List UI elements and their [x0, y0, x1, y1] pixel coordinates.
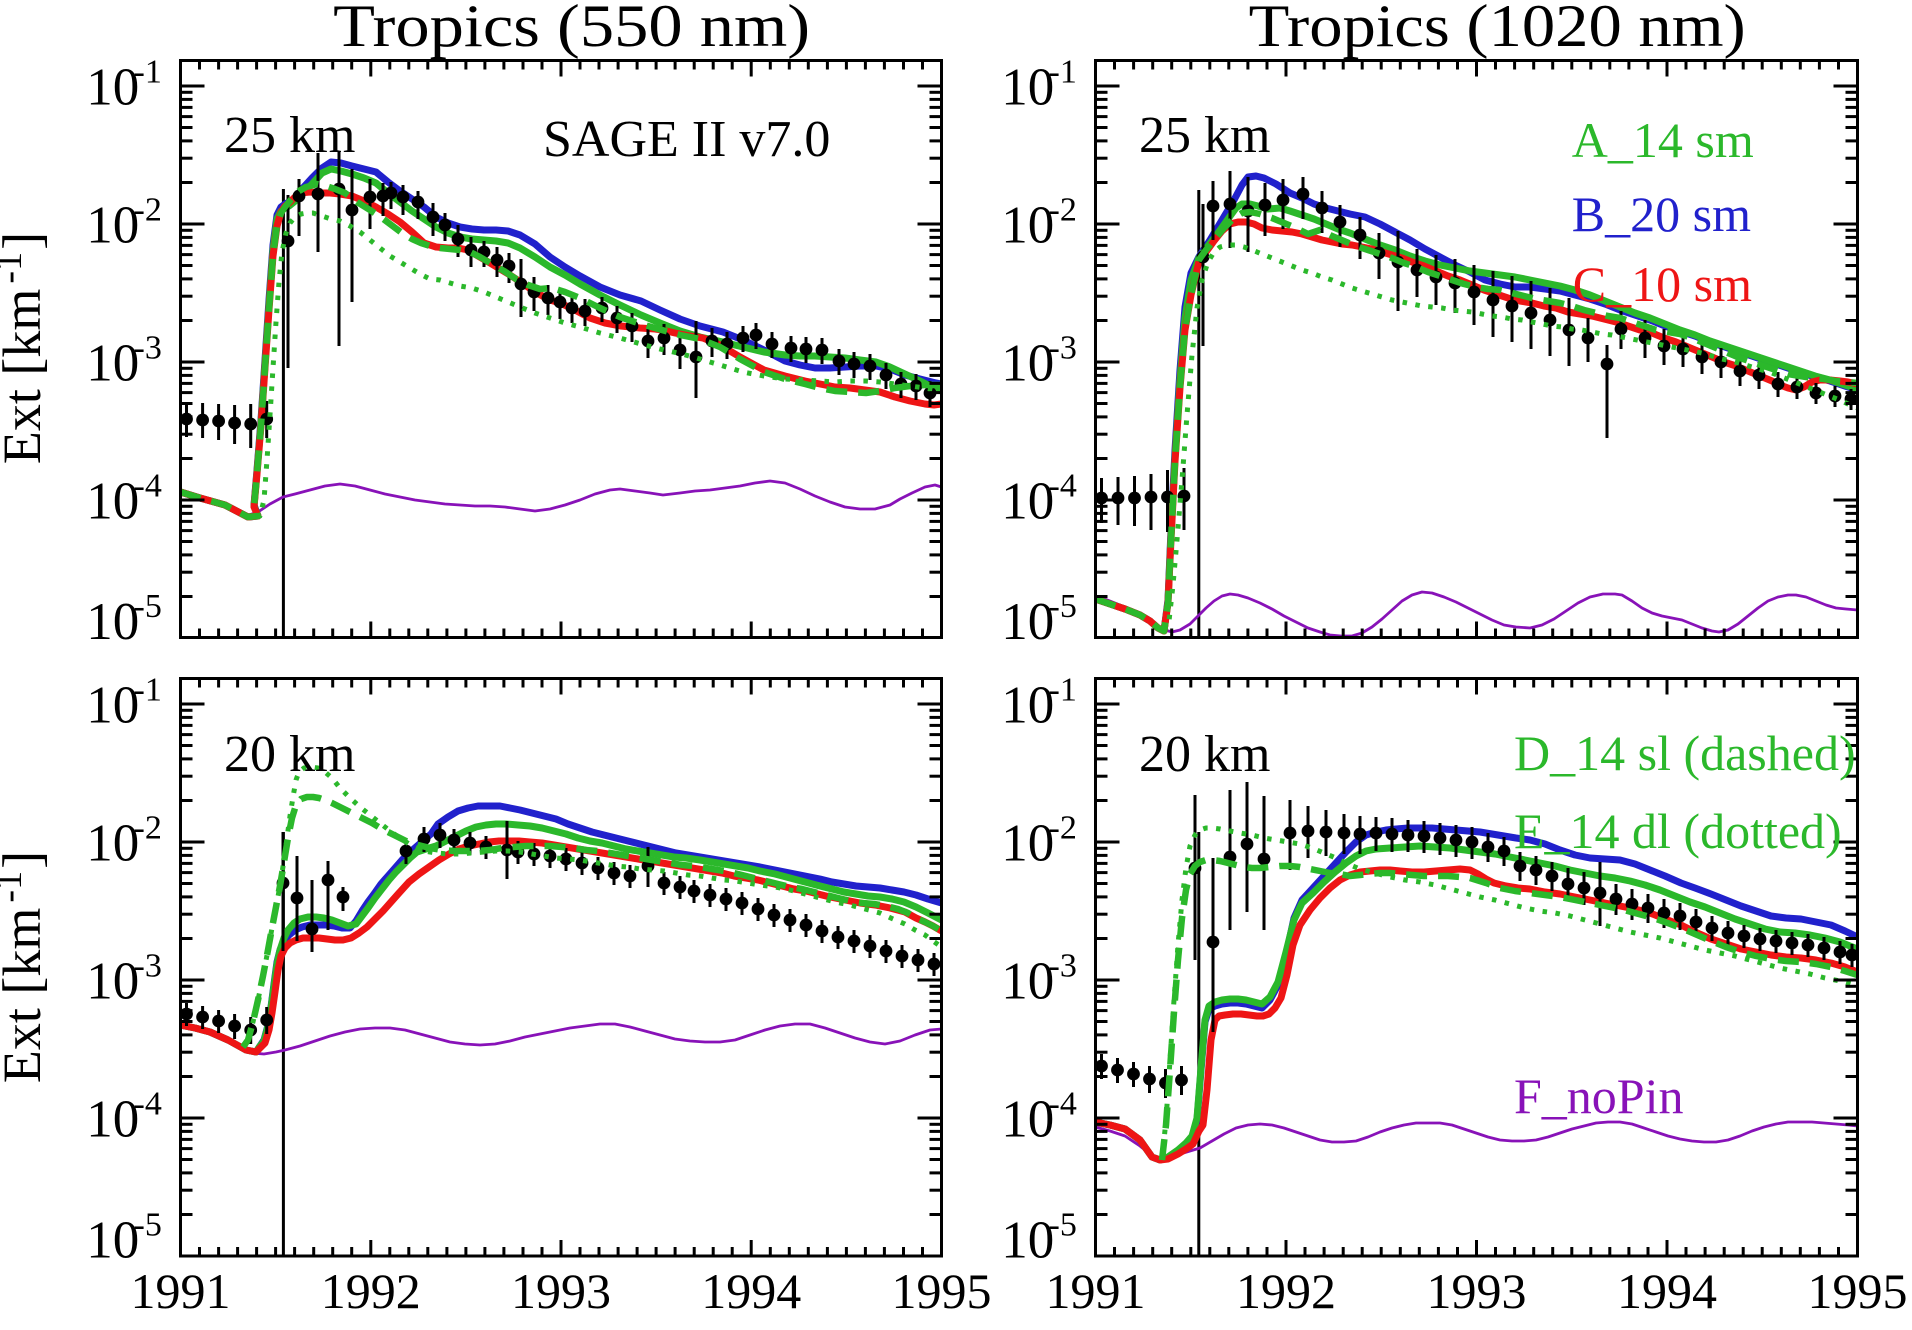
svg-text:A_14 sm: A_14 sm: [1572, 112, 1754, 168]
svg-text:25 km: 25 km: [1139, 107, 1270, 164]
svg-text:-5: -5: [1049, 1207, 1077, 1244]
svg-text:10: 10: [1001, 815, 1054, 873]
svg-text:25 km: 25 km: [224, 107, 355, 164]
svg-text:10: 10: [1001, 953, 1054, 1011]
svg-text:10: 10: [86, 815, 139, 873]
svg-text:10: 10: [1001, 473, 1054, 531]
svg-text:Tropics (1020 nm): Tropics (1020 nm): [1249, 0, 1746, 59]
svg-text:Tropics (550 nm): Tropics (550 nm): [333, 0, 810, 59]
svg-text:10: 10: [86, 473, 139, 531]
svg-text:E_14 dl (dotted): E_14 dl (dotted): [1514, 803, 1842, 859]
svg-text:-3: -3: [1049, 330, 1077, 367]
svg-text:-2: -2: [134, 192, 162, 229]
svg-text:-1: -1: [134, 54, 162, 91]
svg-text:-1: -1: [134, 672, 162, 709]
svg-text:20 km: 20 km: [1139, 726, 1270, 783]
svg-text:B_20 sm: B_20 sm: [1572, 186, 1751, 242]
svg-text:10: 10: [1001, 1091, 1054, 1149]
svg-text:-3: -3: [1049, 948, 1077, 985]
svg-text:-4: -4: [134, 468, 162, 505]
svg-text:1992: 1992: [321, 1263, 421, 1319]
svg-text:-4: -4: [134, 1086, 162, 1123]
svg-text:10: 10: [86, 953, 139, 1011]
svg-text:1995: 1995: [892, 1263, 992, 1319]
svg-text:10: 10: [86, 677, 139, 735]
svg-text:-4: -4: [1049, 1086, 1077, 1123]
svg-text:1991: 1991: [131, 1263, 231, 1319]
svg-text:10: 10: [86, 59, 139, 117]
svg-text:-3: -3: [134, 330, 162, 367]
svg-text:-5: -5: [134, 1207, 162, 1244]
svg-text:10: 10: [86, 1091, 139, 1149]
svg-text:10: 10: [1001, 677, 1054, 735]
svg-text:SAGE II v7.0: SAGE II v7.0: [543, 111, 830, 168]
svg-text:-3: -3: [134, 948, 162, 985]
svg-text:1993: 1993: [1427, 1263, 1527, 1319]
svg-text:F_noPin: F_noPin: [1514, 1068, 1684, 1124]
svg-text:-5: -5: [1049, 588, 1077, 625]
svg-text:20 km: 20 km: [224, 726, 355, 783]
svg-text:-1: -1: [1049, 672, 1077, 709]
svg-text:10: 10: [1001, 197, 1054, 255]
svg-text:10: 10: [86, 197, 139, 255]
svg-text:C_10 sm: C_10 sm: [1573, 256, 1752, 312]
svg-text:1994: 1994: [1617, 1263, 1717, 1319]
svg-text:D_14 sl (dashed): D_14 sl (dashed): [1514, 725, 1856, 781]
svg-text:10: 10: [86, 1212, 139, 1270]
svg-text:1992: 1992: [1236, 1263, 1336, 1319]
svg-text:-2: -2: [134, 810, 162, 847]
svg-text:-1: -1: [1049, 54, 1077, 91]
svg-text:-5: -5: [134, 588, 162, 625]
svg-text:10: 10: [1001, 593, 1054, 651]
svg-text:10: 10: [86, 335, 139, 393]
svg-text:-4: -4: [1049, 468, 1077, 505]
svg-text:10: 10: [1001, 59, 1054, 117]
svg-text:-2: -2: [1049, 192, 1077, 229]
svg-text:10: 10: [1001, 335, 1054, 393]
svg-text:1993: 1993: [511, 1263, 611, 1319]
svg-text:-2: -2: [1049, 810, 1077, 847]
svg-text:1995: 1995: [1808, 1263, 1908, 1319]
svg-text:1994: 1994: [701, 1263, 801, 1319]
svg-text:1991: 1991: [1046, 1263, 1146, 1319]
svg-text:10: 10: [86, 593, 139, 651]
svg-text:10: 10: [1001, 1212, 1054, 1270]
